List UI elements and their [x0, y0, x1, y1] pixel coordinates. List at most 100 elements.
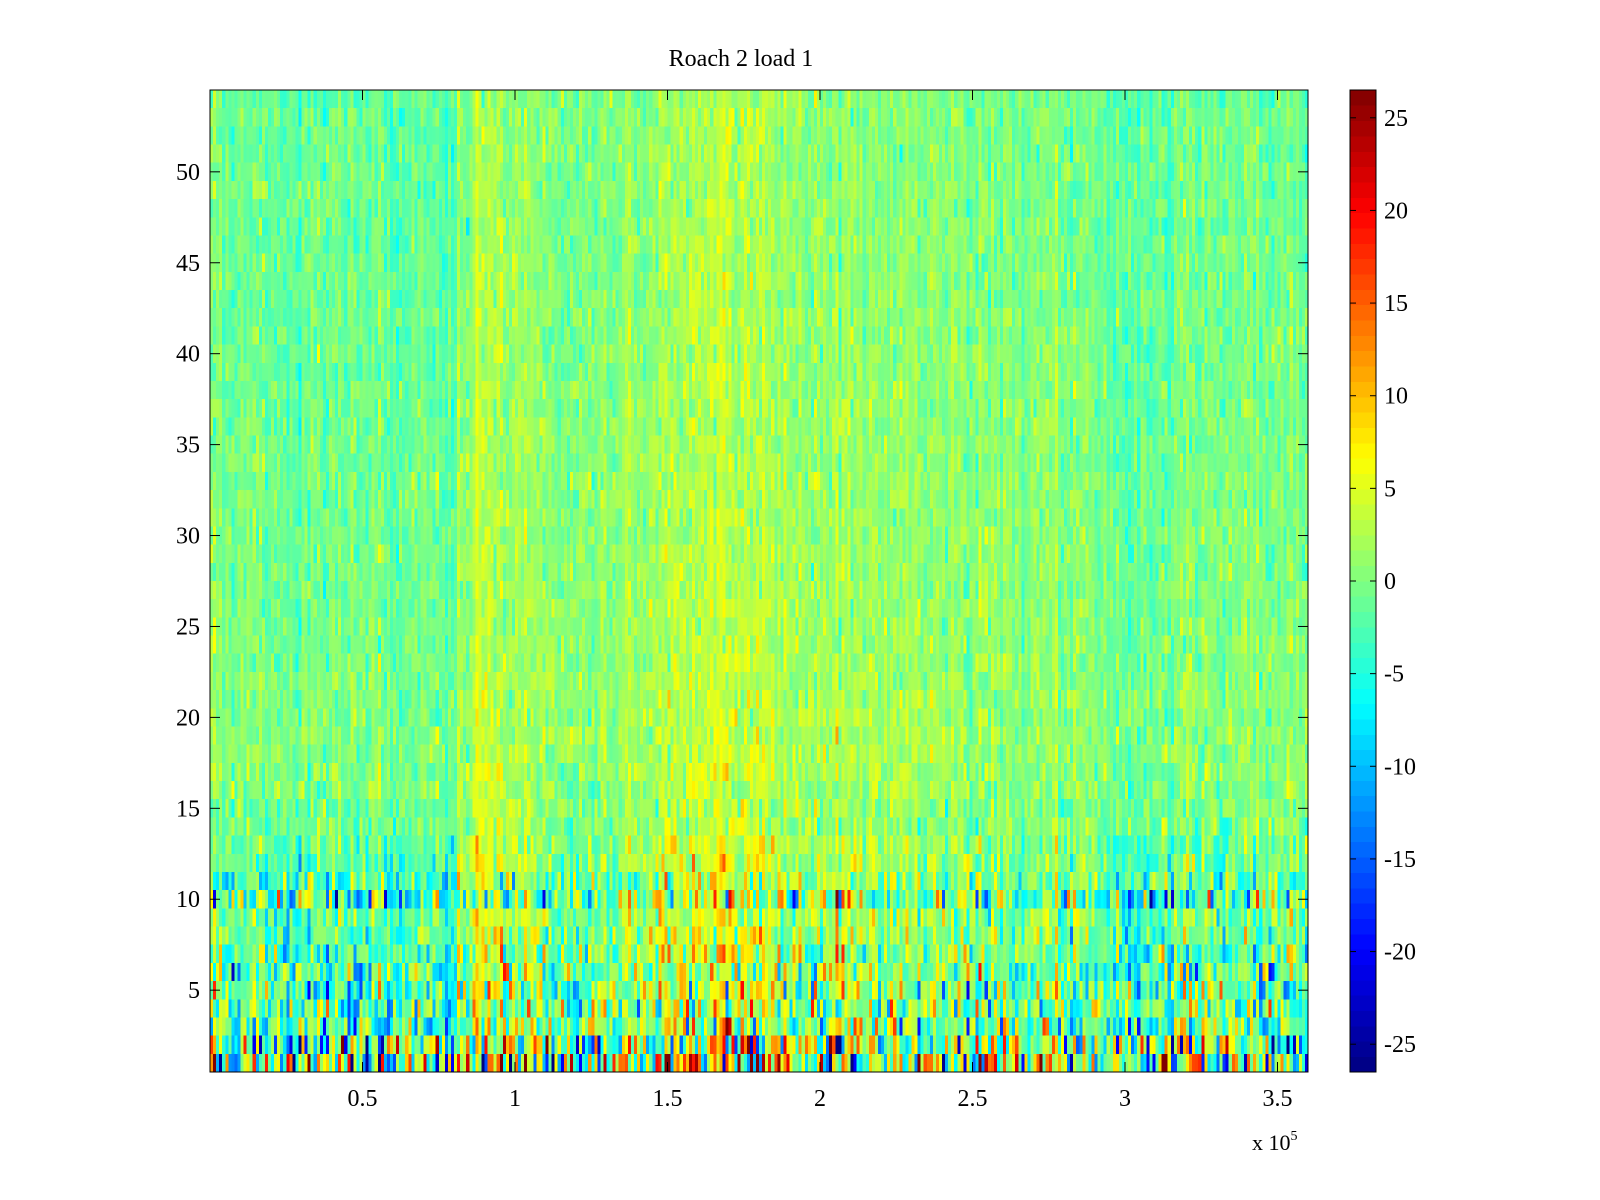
colorbar-segment [1350, 872, 1376, 889]
heatmap-column [789, 90, 793, 1072]
heatmap-column [652, 90, 656, 1072]
heatmap-column [579, 90, 583, 1072]
heatmap-column [551, 90, 555, 1072]
heatmap-column [694, 90, 699, 1072]
heatmap-column [475, 90, 479, 1072]
heatmap-column [1234, 90, 1239, 1072]
heatmap-column [267, 90, 272, 1072]
heatmap-column [899, 90, 903, 1072]
colorbar-segment [1350, 258, 1376, 275]
colorbar-segment [1350, 1025, 1376, 1042]
heatmap-column [624, 90, 629, 1072]
heatmap-column [746, 90, 751, 1072]
heatmap-column [429, 90, 433, 1072]
heatmap-column [948, 90, 952, 1072]
heatmap-column [813, 90, 818, 1072]
heatmap-column [923, 90, 928, 1072]
colorbar-segment [1350, 304, 1376, 321]
colorbar-segment [1350, 427, 1376, 444]
heatmap-column [1009, 90, 1013, 1072]
heatmap-column [829, 90, 833, 1072]
heatmap-column [298, 90, 302, 1072]
heatmap-column [826, 90, 830, 1072]
heatmap-column [441, 90, 446, 1072]
heatmap-column [255, 90, 260, 1072]
heatmap-column [1179, 90, 1184, 1072]
colorbar-tick-label: 25 [1384, 106, 1408, 132]
heatmap-column [640, 90, 644, 1072]
heatmap-column [972, 90, 976, 1072]
heatmap-column [1219, 90, 1223, 1072]
heatmap-column [993, 90, 998, 1072]
heatmap-column [847, 90, 851, 1072]
heatmap-column [1271, 90, 1275, 1072]
heatmap-column [1265, 90, 1269, 1072]
heatmap-column [213, 90, 217, 1072]
x-tick-label: 2 [814, 1086, 826, 1112]
heatmap-column [984, 90, 989, 1072]
heatmap-column [627, 90, 632, 1072]
heatmap-column [838, 90, 842, 1072]
heatmap-column [362, 90, 366, 1072]
colorbar-segment [1350, 550, 1376, 567]
heatmap-column [902, 90, 906, 1072]
heatmap-column [328, 90, 333, 1072]
colorbar-segment [1350, 243, 1376, 260]
heatmap-column [905, 90, 909, 1072]
heatmap-column [1298, 90, 1303, 1072]
heatmap-column [1042, 90, 1047, 1072]
colorbar [1349, 89, 1377, 1073]
y-tick-label: 50 [176, 160, 200, 186]
x-multiplier-base: x 10 [1252, 1130, 1291, 1155]
heatmap-column [225, 90, 229, 1072]
x-tick-label: 2.5 [958, 1086, 988, 1112]
heatmap-column [877, 90, 882, 1072]
heatmap-column [1149, 90, 1153, 1072]
heatmap-column [399, 90, 403, 1072]
heatmap-column [566, 90, 571, 1072]
heatmap-column [557, 90, 562, 1072]
heatmap-column [859, 90, 864, 1072]
heatmap-column [1060, 90, 1065, 1072]
heatmap-column [246, 90, 250, 1072]
colorbar-segment [1350, 795, 1376, 812]
colorbar-segment [1350, 335, 1376, 352]
heatmap-column [752, 90, 757, 1072]
heatmap-column [667, 90, 671, 1072]
heatmap-column [237, 90, 241, 1072]
heatmap-column [1140, 90, 1144, 1072]
heatmap-column [295, 90, 299, 1072]
heatmap-column [283, 90, 287, 1072]
heatmap-column [704, 90, 708, 1072]
colorbar-segment [1350, 366, 1376, 382]
heatmap-column [249, 90, 254, 1072]
heatmap-column [402, 90, 406, 1072]
heatmap-column [1128, 90, 1132, 1072]
heatmap-column [252, 90, 257, 1072]
heatmap-column [816, 90, 821, 1072]
colorbar-segment [1350, 197, 1376, 214]
heatmap-column [359, 90, 363, 1072]
heatmap-column [1250, 90, 1254, 1072]
colorbar-tick-label: -5 [1384, 662, 1404, 688]
heatmap-column [810, 90, 815, 1072]
x-tick-label: 1.5 [653, 1086, 683, 1112]
heatmap-column [1064, 90, 1068, 1072]
heatmap-column [771, 90, 775, 1072]
heatmap-column [228, 90, 232, 1072]
heatmap-column [243, 90, 247, 1072]
x-tick-label: 3 [1119, 1086, 1131, 1112]
heatmap-column [463, 90, 467, 1072]
heatmap-column [563, 90, 568, 1072]
heatmap-column [1045, 90, 1050, 1072]
heatmap-column [389, 90, 394, 1072]
heatmap-column [210, 90, 214, 1072]
heatmap-column [1201, 90, 1205, 1072]
heatmap-column [508, 90, 513, 1072]
heatmap-column [682, 90, 687, 1072]
heatmap-column [1304, 90, 1309, 1072]
colorbar-segment [1350, 320, 1376, 336]
heatmap-column [515, 90, 519, 1072]
heatmap-column [856, 90, 860, 1072]
